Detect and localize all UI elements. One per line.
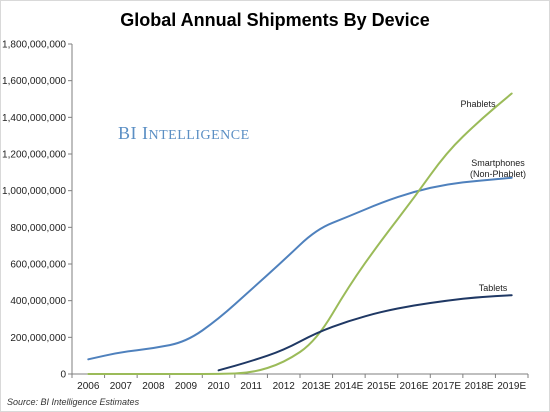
chart-title: Global Annual Shipments By Device — [120, 10, 430, 30]
y-tick-label-7: 1,400,000,000 — [2, 113, 66, 124]
series-label-0-line-1: (Non-Phablet) — [470, 169, 526, 179]
watermark-rest: NTELLIGENCE — [148, 128, 250, 143]
y-tick-label-1: 200,000,000 — [10, 333, 66, 344]
x-tick-label-0: 2006 — [77, 381, 100, 392]
x-tick-label-9: 2015E — [367, 381, 396, 392]
source-note: Source: BI Intelligence Estimates — [7, 397, 140, 407]
series-label-2-line-0: Tablets — [479, 283, 508, 293]
x-tick-label-7: 2013E — [302, 381, 331, 392]
watermark-first: BI — [118, 123, 137, 143]
watermark-initial: I — [142, 123, 149, 143]
series-line-tablets — [217, 294, 513, 372]
watermark-logo: BI INTELLIGENCE — [118, 123, 250, 144]
y-tick-label-2: 400,000,000 — [10, 296, 66, 307]
series-line-smartphones-non-phablet — [87, 176, 513, 361]
x-tick-label-5: 2011 — [240, 381, 262, 392]
x-tick-label-8: 2014E — [334, 381, 363, 392]
x-tick-label-4: 2010 — [207, 381, 230, 392]
x-tick-label-6: 2012 — [273, 381, 296, 392]
x-tick-label-3: 2009 — [175, 381, 198, 392]
x-tick-label-2: 2008 — [142, 381, 165, 392]
y-tick-label-9: 1,800,000,000 — [2, 40, 66, 51]
x-tick-label-10: 2016E — [400, 381, 429, 392]
series-label-1-line-0: Phablets — [460, 99, 496, 109]
y-tick-label-4: 800,000,000 — [10, 223, 66, 234]
x-tick-label-12: 2018E — [465, 381, 494, 392]
x-tick-label-11: 2017E — [432, 381, 461, 392]
x-tick-label-1: 2007 — [110, 381, 133, 392]
y-tick-label-8: 1,600,000,000 — [2, 76, 66, 87]
series-line-phablets — [87, 92, 513, 376]
x-tick-label-13: 2019E — [497, 381, 526, 392]
y-tick-label-3: 600,000,000 — [10, 260, 66, 271]
y-tick-label-0: 0 — [60, 370, 66, 381]
y-tick-label-6: 1,200,000,000 — [2, 150, 66, 161]
series-label-0-line-0: Smartphones — [471, 158, 525, 168]
y-tick-label-5: 1,000,000,000 — [2, 186, 66, 197]
